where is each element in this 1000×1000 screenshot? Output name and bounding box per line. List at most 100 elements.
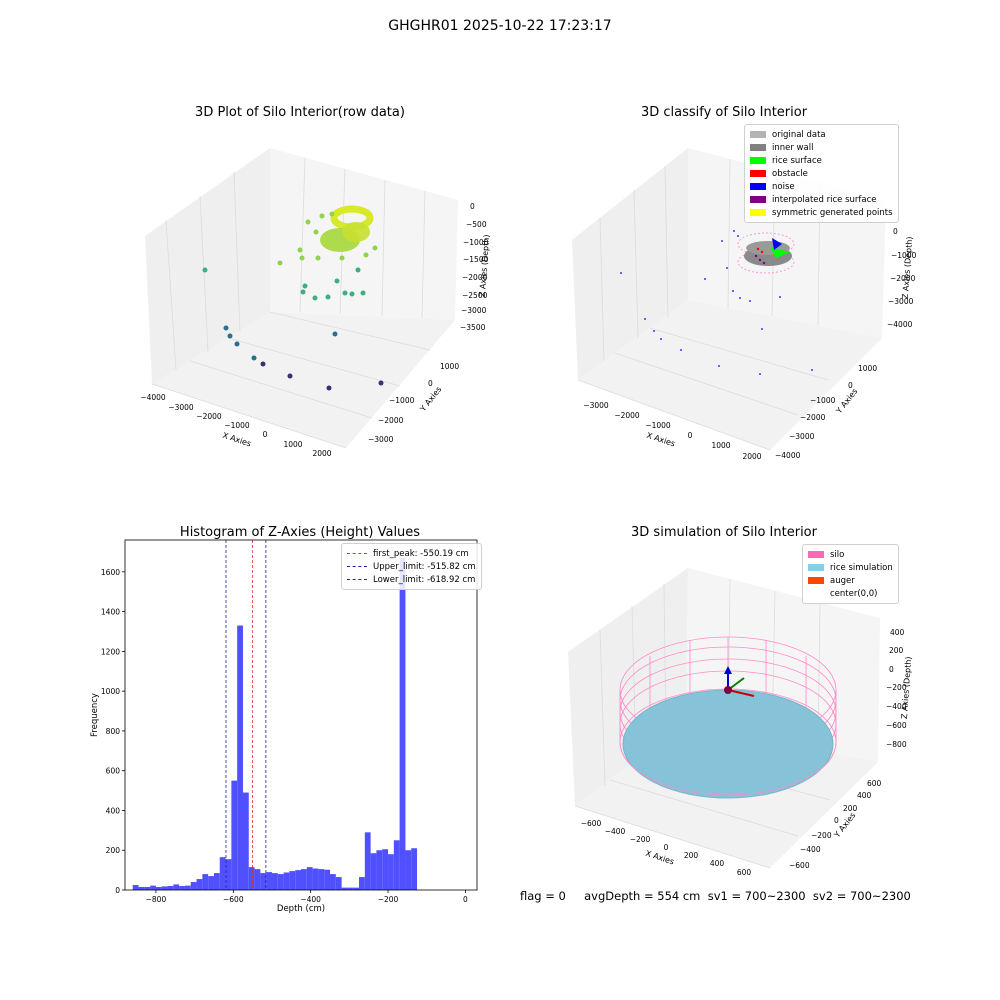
histogram-bar	[248, 867, 255, 890]
tick-label: −3000	[461, 306, 487, 315]
tick-label: 1000	[283, 440, 302, 449]
histogram-bar	[225, 859, 232, 890]
tick-label: −400	[886, 702, 907, 711]
tick-label: 1400	[101, 608, 120, 617]
raw-point-cloud	[202, 205, 384, 391]
simulation-panel-title: 3D simulation of Silo Interior	[631, 525, 818, 540]
raw-panel-title: 3D Plot of Silo Interior(row data)	[195, 105, 405, 120]
tick-label: −600	[886, 721, 907, 730]
classify-pane-left	[572, 148, 688, 380]
histogram-bar	[289, 871, 296, 890]
tick-label: 0	[263, 430, 268, 439]
histogram-panel: Histogram of Z-Axies (Height) Values −80…	[90, 525, 478, 914]
raw-zlabel: Z Axies (Depth)	[478, 234, 491, 297]
raw-3d-panel: 3D Plot of Silo Interior(row data) −4000…	[140, 105, 491, 458]
legend-label: inner wall	[772, 142, 814, 153]
histogram-bar	[353, 887, 360, 890]
classify-xlabel: X Axies	[645, 431, 676, 449]
histogram-bar	[324, 869, 331, 890]
histogram-bar	[254, 869, 261, 890]
legend-swatch	[750, 157, 766, 164]
legend-entry: silo	[808, 548, 893, 561]
histogram-bar	[364, 832, 371, 890]
tick-label: 1000	[101, 687, 120, 696]
histogram-bar	[266, 872, 272, 890]
legend-swatch	[750, 196, 766, 203]
raw-ylabel: Y Axies	[418, 385, 444, 414]
legend-line	[347, 553, 367, 554]
raw-x-ticks: −4000 −3000 −2000 −1000 0 1000 2000	[140, 393, 331, 458]
legend-label: obstacle	[772, 168, 808, 179]
histogram-bar	[190, 882, 197, 890]
classify-x-ticks: −3000 −2000 −1000 0 1000 2000	[583, 401, 761, 461]
tick-label: 600	[106, 767, 121, 776]
histogram-bar	[213, 873, 220, 890]
histogram-bar	[155, 887, 162, 890]
histogram-bar	[347, 887, 354, 890]
tick-label: 600	[867, 779, 882, 788]
tick-label: −1000	[463, 238, 489, 247]
histogram-bar	[132, 885, 139, 890]
histogram-bar	[318, 869, 325, 890]
tick-label: −3000	[888, 297, 914, 306]
legend-label: center(0,0)	[830, 588, 878, 599]
legend-label: noise	[772, 181, 795, 192]
legend-entry: original data	[750, 128, 893, 141]
legend-entry: obstacle	[750, 167, 893, 180]
raw-pane-floor	[152, 312, 455, 448]
histogram-bar	[242, 792, 249, 890]
tick-label: 1200	[101, 647, 120, 656]
tick-label: −200	[811, 831, 832, 840]
legend-label: original data	[772, 129, 826, 140]
tick-label: 0	[463, 895, 468, 904]
raw-xlabel: X Axies	[221, 431, 252, 449]
legend-label: Lower_limit: -618.92 cm	[373, 574, 476, 585]
histogram-legend: first_peak: -550.19 cm Upper_limit: -515…	[341, 543, 482, 590]
tick-label: 200	[106, 846, 121, 855]
tick-label: −2000	[800, 413, 826, 422]
tick-label: 1600	[101, 568, 120, 577]
status-footer: flag = 0 avgDepth = 554 cm sv1 = 700~230…	[520, 889, 911, 903]
tick-label: −3000	[168, 403, 194, 412]
tick-label: 400	[710, 859, 725, 868]
histogram-bar	[202, 874, 209, 890]
simulation-y-ticks: 600 400 200 0 −200 −400 −600	[789, 779, 882, 870]
legend-label: auger	[830, 575, 855, 586]
legend-entry: inner wall	[750, 141, 893, 154]
tick-label: 0	[889, 665, 894, 674]
histogram-bar	[138, 887, 145, 890]
histogram-bar	[335, 877, 342, 890]
histogram-xlabel: Depth (cm)	[277, 904, 325, 914]
histogram-bar	[196, 879, 203, 890]
legend-label: first_peak: -550.19 cm	[373, 548, 469, 559]
classify-y-ticks: 1000 0 −1000 −2000 −3000 −4000	[775, 364, 877, 460]
histogram-title: Histogram of Z-Axies (Height) Values	[180, 525, 420, 540]
histogram-bar	[405, 850, 412, 890]
histogram-bar	[179, 886, 185, 890]
figure-suptitle: GHGHR01 2025-10-22 17:23:17	[388, 18, 612, 34]
histogram-y-ticks: 0 200 400 600 800 1000 1200 1400 1600	[101, 568, 125, 895]
tick-label: 1000	[440, 362, 459, 371]
tick-label: −2000	[462, 273, 488, 282]
tick-label: 0	[664, 843, 669, 852]
tick-label: −1000	[224, 421, 250, 430]
tick-label: −1000	[891, 251, 917, 260]
histogram-bar	[388, 854, 394, 890]
tick-label: 2000	[742, 452, 761, 461]
legend-label: Upper_limit: -515.82 cm	[373, 561, 476, 572]
rice-simulation-surface	[622, 689, 834, 799]
tick-label: −4000	[140, 393, 166, 402]
tick-label: 200	[889, 646, 904, 655]
histogram-bar	[277, 874, 284, 890]
raw-y-ticks: 1000 0 −1000 −2000 −3000	[368, 362, 459, 444]
tick-label: 0	[848, 381, 853, 390]
legend-swatch	[750, 170, 766, 177]
tick-label: 400	[857, 791, 872, 800]
tick-label: −2000	[196, 412, 222, 421]
tick-label: −2000	[614, 411, 640, 420]
histogram-bar	[184, 885, 191, 890]
legend-entry: rice simulation	[808, 561, 893, 574]
tick-label: 0	[115, 886, 120, 895]
legend-label: silo	[830, 549, 845, 560]
